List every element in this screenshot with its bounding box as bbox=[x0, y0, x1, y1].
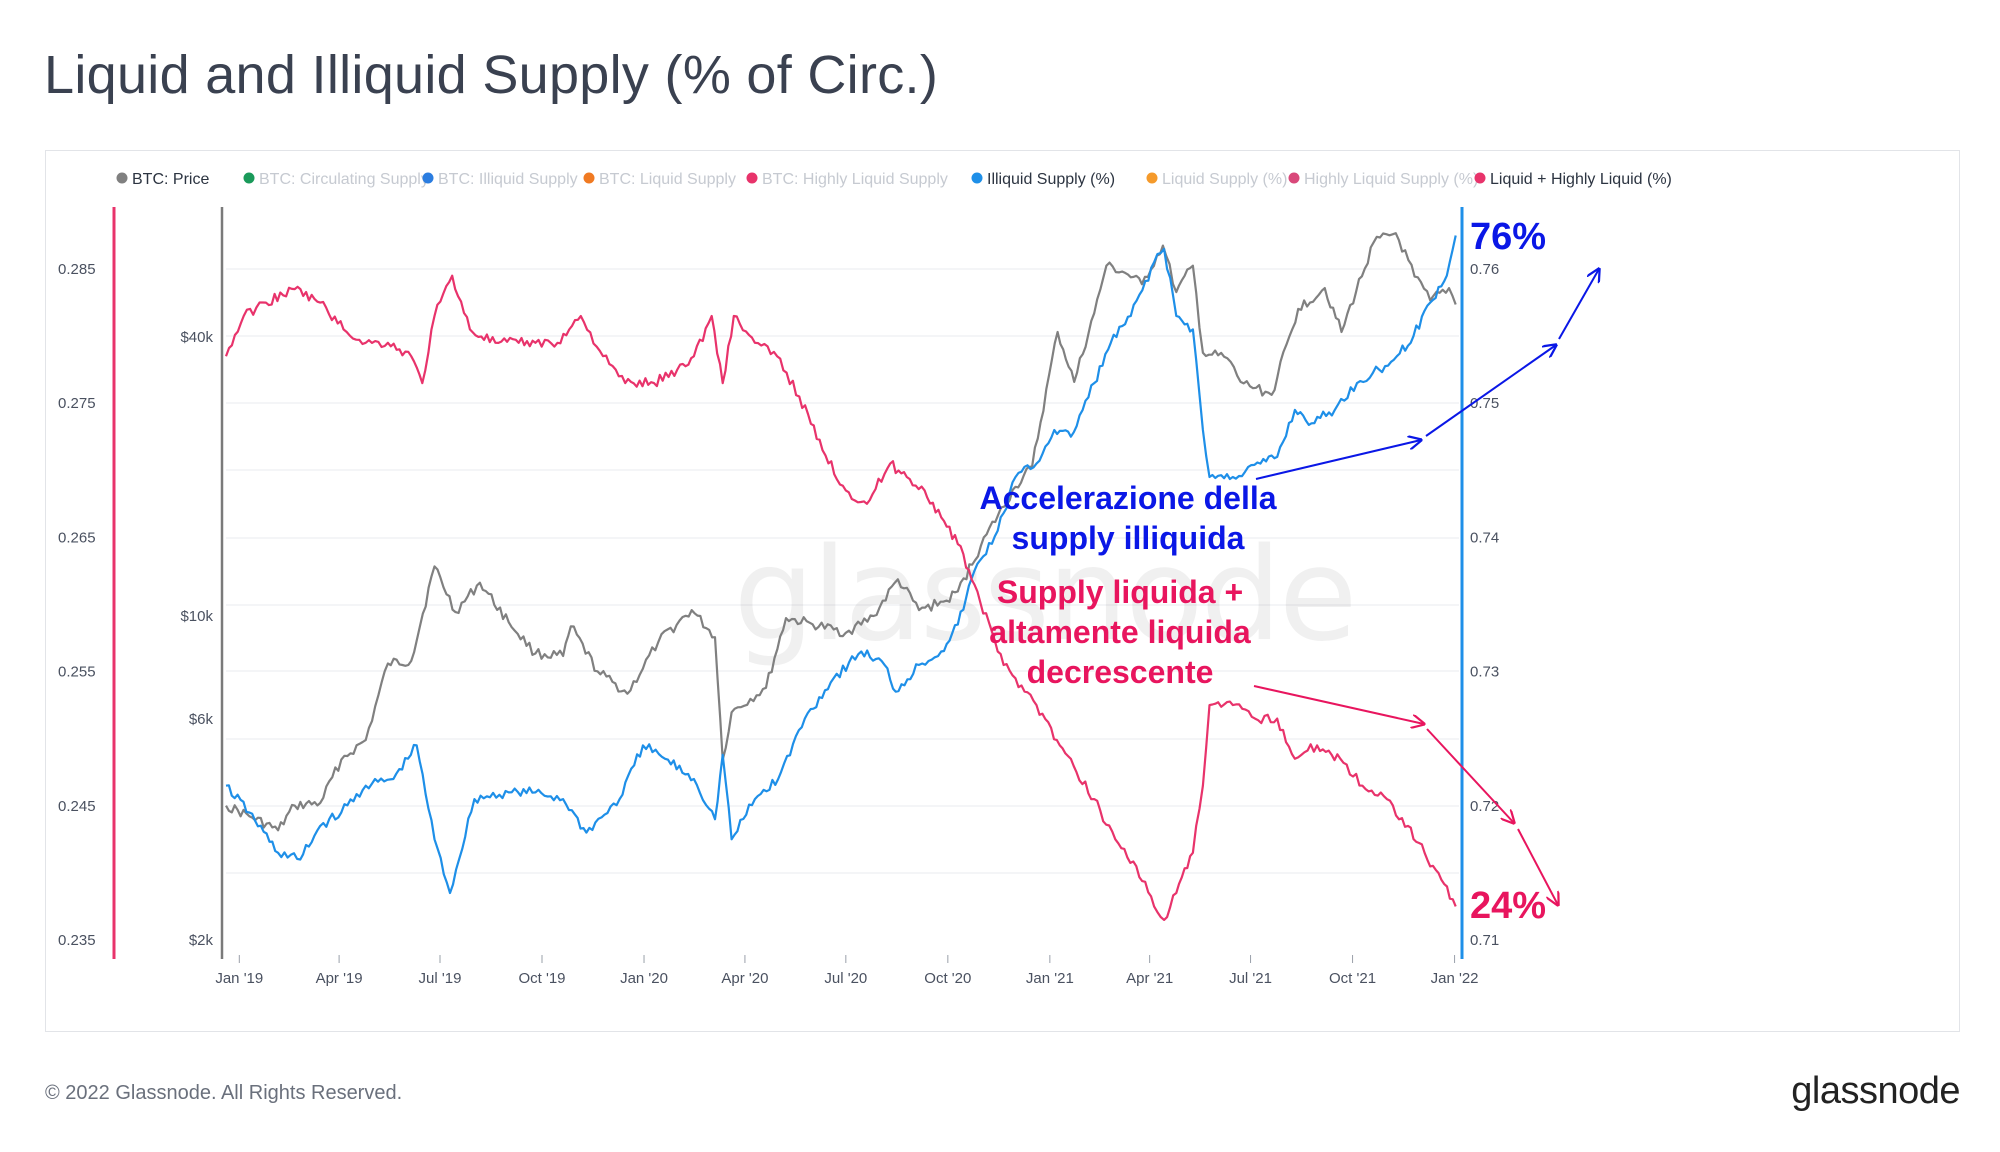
x-tick-label: Oct '20 bbox=[924, 970, 971, 987]
legend-item[interactable]: BTC: Illiquid Supply bbox=[422, 171, 578, 188]
legend-item[interactable]: BTC: Liquid Supply bbox=[583, 171, 736, 188]
legend-dot bbox=[1474, 172, 1486, 184]
liquid-pct-label: 24% bbox=[1470, 885, 1546, 927]
x-tick-label: Jul '21 bbox=[1229, 970, 1272, 987]
y-tick-illiquid: 0.72 bbox=[1470, 798, 1499, 815]
x-tick-label: Apr '20 bbox=[721, 970, 768, 987]
legend-label: BTC: Highly Liquid Supply bbox=[762, 171, 948, 188]
legend-dot bbox=[243, 172, 255, 184]
y-tick-price: $2k bbox=[189, 932, 214, 949]
y-tick-illiquid: 0.74 bbox=[1470, 529, 1499, 546]
y-tick-price: $40k bbox=[180, 329, 213, 346]
y-tick-liquid: 0.285 bbox=[58, 261, 96, 278]
liquid-note-line1: Supply liquida + bbox=[997, 574, 1243, 610]
legend-label: BTC: Liquid Supply bbox=[599, 171, 736, 188]
legend-item[interactable]: BTC: Price bbox=[116, 171, 210, 188]
x-tick-label: Apr '19 bbox=[316, 970, 363, 987]
legend-label: Liquid Supply (%) bbox=[1162, 171, 1287, 188]
legend-item[interactable]: Liquid + Highly Liquid (%) bbox=[1474, 171, 1672, 188]
liquid-trend-arrow bbox=[1426, 728, 1514, 823]
legend-item[interactable]: Highly Liquid Supply (%) bbox=[1288, 171, 1479, 188]
x-tick-label: Apr '21 bbox=[1126, 970, 1173, 987]
illiquid-trend-arrow bbox=[1425, 345, 1556, 437]
illiquid-note-line1: Accelerazione della bbox=[979, 480, 1276, 516]
x-tick-label: Jul '19 bbox=[419, 970, 462, 987]
y-tick-liquid: 0.275 bbox=[58, 395, 96, 412]
x-tick-label: Jan '20 bbox=[620, 970, 668, 987]
x-tick-label: Oct '21 bbox=[1329, 970, 1376, 987]
annotations: 76% 24% Accelerazione della supply illiquid… bbox=[979, 216, 1599, 927]
illiquid-pct-label: 76% bbox=[1470, 216, 1546, 258]
legend-label: Highly Liquid Supply (%) bbox=[1304, 171, 1478, 188]
legend-dot bbox=[422, 172, 434, 184]
y-tick-liquid: 0.245 bbox=[58, 798, 96, 815]
x-tick-label: Oct '19 bbox=[518, 970, 565, 987]
illiquid-supply-line[interactable] bbox=[225, 235, 1457, 895]
legend-label: Liquid + Highly Liquid (%) bbox=[1490, 171, 1672, 188]
y-tick-price: $10k bbox=[180, 608, 213, 625]
y-tick-illiquid: 0.71 bbox=[1470, 932, 1499, 949]
legend-dot bbox=[1146, 172, 1158, 184]
legend-dot bbox=[746, 172, 758, 184]
footer-copyright: © 2022 Glassnode. All Rights Reserved. bbox=[45, 1082, 403, 1104]
liquid-note-line3: decrescente bbox=[1027, 654, 1214, 690]
watermark: glassnode bbox=[733, 521, 1354, 670]
illiquid-note-line2: supply illiquida bbox=[1012, 520, 1245, 556]
y-tick-illiquid: 0.75 bbox=[1470, 395, 1499, 412]
legend-dot bbox=[583, 172, 595, 184]
liquid-highly-liquid-line[interactable] bbox=[224, 274, 1457, 921]
liquid-trend-arrow bbox=[1517, 828, 1558, 905]
legend-dot bbox=[1288, 172, 1300, 184]
page-title: Liquid and Illiquid Supply (% of Circ.) bbox=[44, 45, 939, 105]
legend-dot bbox=[971, 172, 983, 184]
x-tick-label: Jan '19 bbox=[215, 970, 263, 987]
legend-item[interactable]: BTC: Circulating Supply bbox=[243, 171, 429, 188]
axes: 0.285 0.275 0.265 0.255 0.245 0.235 $40k $10k $6… bbox=[58, 207, 1499, 987]
legend-label: BTC: Illiquid Supply bbox=[438, 171, 578, 188]
chart-frame: glassnode BTC: Price BTC: Circulating Sup… bbox=[45, 150, 1960, 1032]
liquid-note-line2: altamente liquida bbox=[989, 614, 1251, 650]
y-tick-liquid: 0.235 bbox=[58, 932, 96, 949]
legend: BTC: Price BTC: Circulating Supply BTC: Il… bbox=[116, 171, 1672, 188]
legend-label: BTC: Circulating Supply bbox=[259, 171, 429, 188]
illiquid-trend-arrow bbox=[1255, 440, 1421, 480]
series-lines bbox=[224, 232, 1457, 921]
liquid-trend-arrow bbox=[1253, 685, 1424, 724]
legend-dot bbox=[116, 172, 128, 184]
x-tick-label: Jan '21 bbox=[1026, 970, 1074, 987]
y-tick-price: $6k bbox=[189, 711, 214, 728]
x-tick-label: Jan '22 bbox=[1431, 970, 1479, 987]
y-tick-illiquid: 0.76 bbox=[1470, 261, 1499, 278]
footer-logo[interactable]: glassnode bbox=[1791, 1070, 1960, 1112]
illiquid-trend-arrow bbox=[1558, 269, 1599, 340]
y-tick-liquid: 0.255 bbox=[58, 664, 96, 681]
legend-label: Illiquid Supply (%) bbox=[987, 171, 1115, 188]
legend-item[interactable]: Liquid Supply (%) bbox=[1146, 171, 1288, 188]
x-tick-label: Jul '20 bbox=[824, 970, 867, 987]
legend-item[interactable]: Illiquid Supply (%) bbox=[971, 171, 1116, 188]
legend-item[interactable]: BTC: Highly Liquid Supply bbox=[746, 171, 948, 188]
btc-price-line[interactable] bbox=[225, 232, 1457, 832]
chart-svg[interactable]: glassnode BTC: Price BTC: Circulating Sup… bbox=[46, 151, 1961, 1033]
y-tick-illiquid: 0.73 bbox=[1470, 664, 1499, 681]
y-tick-liquid: 0.265 bbox=[58, 529, 96, 546]
legend-label: BTC: Price bbox=[132, 171, 209, 188]
